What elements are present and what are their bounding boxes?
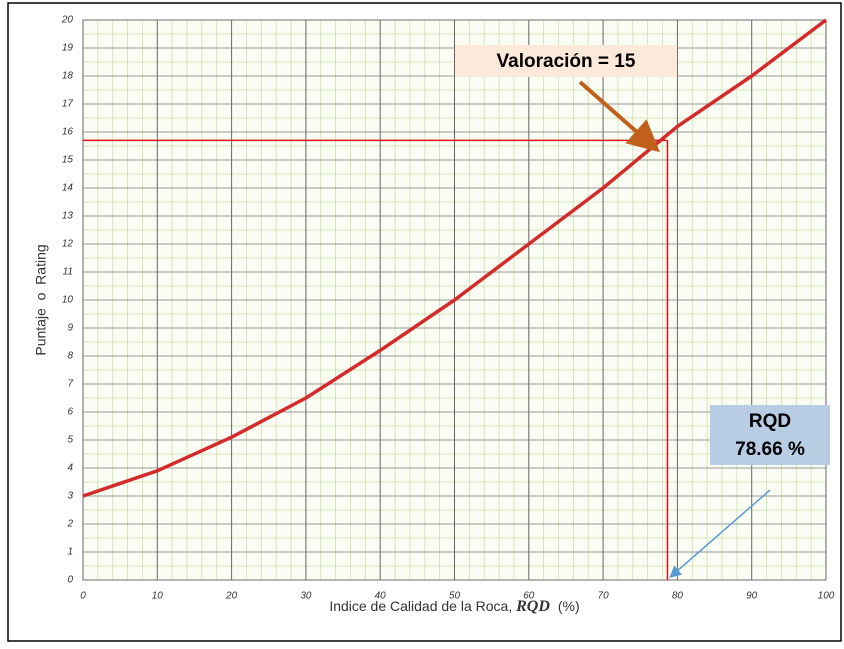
y-tick-label: 13 — [62, 211, 74, 222]
x-tick-label: 20 — [225, 591, 238, 602]
annotation-text: Valoración = 15 — [497, 51, 636, 72]
y-tick-label: 6 — [67, 407, 73, 418]
y-tick-label: 9 — [67, 323, 73, 334]
y-tick-label: 18 — [62, 71, 74, 82]
annotation-arrow — [578, 80, 661, 153]
y-tick-label: 7 — [67, 379, 73, 390]
annotation-box — [455, 45, 677, 77]
y-tick-label: 14 — [62, 183, 74, 194]
y-tick-label: 8 — [67, 351, 73, 362]
x-tick-label: 30 — [300, 591, 312, 602]
x-tick-label: 70 — [598, 591, 610, 602]
y-axis-label: Puntaje o Rating — [33, 244, 49, 355]
y-tick-label: 3 — [67, 491, 73, 502]
y-tick-label: 11 — [63, 267, 73, 278]
x-tick-label: 0 — [80, 591, 86, 602]
x-axis-label-part: Indice de Calidad de la Roca, — [329, 598, 516, 614]
series-line — [82, 18, 828, 498]
y-tick-label: 16 — [62, 127, 74, 138]
y-tick-label: 12 — [62, 239, 74, 250]
x-axis-label-part: (%) — [558, 598, 580, 614]
annotation-text: 78.66 % — [735, 439, 805, 460]
x-tick-label: 10 — [152, 591, 164, 602]
x-axis-label-part: RQD — [515, 598, 550, 615]
x-tick-label: 50 — [449, 591, 461, 602]
annotation-arrow — [669, 489, 771, 578]
y-tick-label: 0 — [67, 575, 73, 586]
x-tick-label: 60 — [523, 591, 535, 602]
x-axis-label: Indice de Calidad de la Roca, RQD (%) — [329, 598, 579, 615]
y-tick-label: 20 — [61, 15, 74, 26]
y-tick-label: 10 — [62, 295, 74, 306]
x-tick-label: 40 — [375, 591, 387, 602]
y-tick-label: 4 — [67, 463, 73, 474]
y-tick-label: 1 — [67, 547, 73, 558]
y-tick-label: 5 — [67, 435, 73, 446]
y-tick-label: 15 — [62, 155, 74, 166]
y-tick-label: 2 — [66, 519, 73, 530]
annotation-box — [710, 405, 830, 465]
y-tick-label: 19 — [62, 43, 74, 54]
y-tick-label: 17 — [62, 99, 74, 110]
x-tick-label: 100 — [818, 591, 835, 602]
x-tick-label: 90 — [746, 591, 758, 602]
annotation-text: RQD — [749, 411, 791, 432]
x-tick-label: 80 — [672, 591, 684, 602]
